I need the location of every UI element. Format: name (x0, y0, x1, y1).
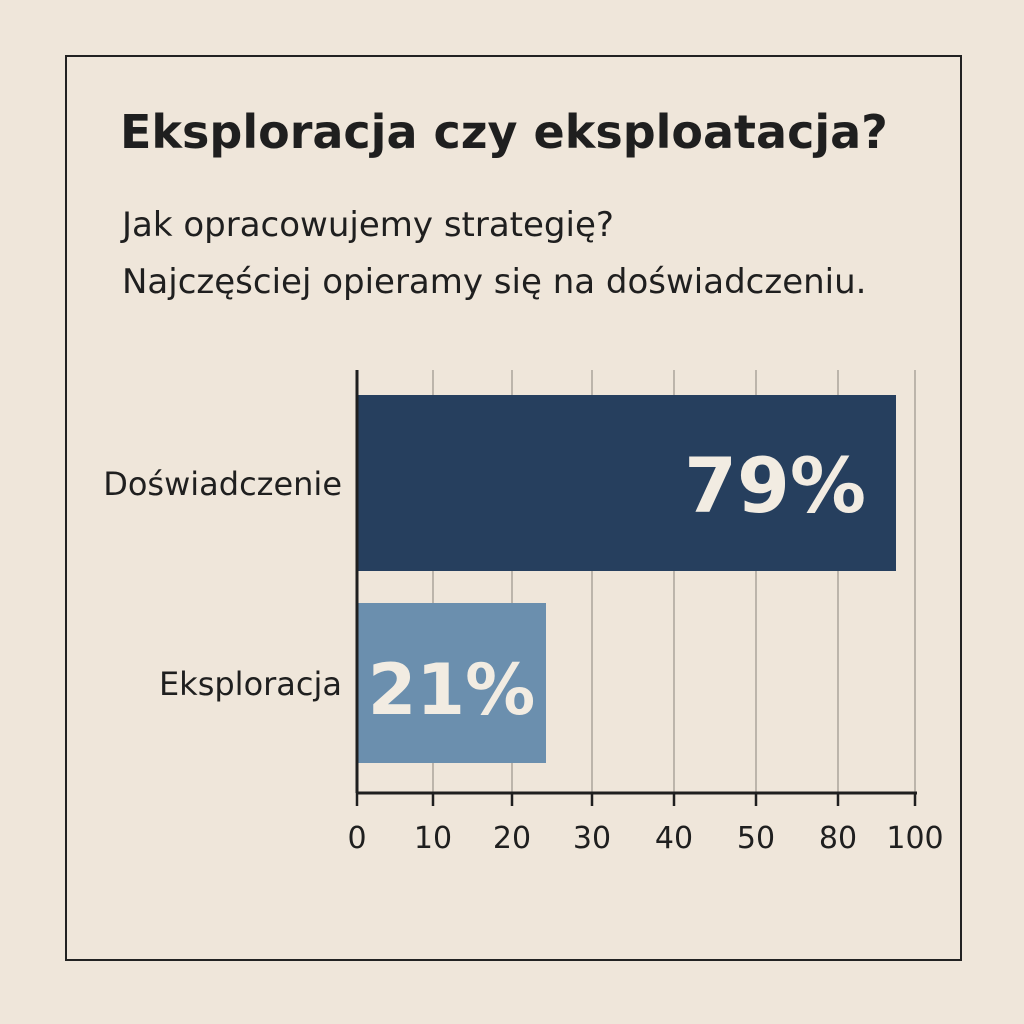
x-tick-label: 20 (493, 821, 531, 856)
x-tick-label: 10 (414, 821, 452, 856)
chart-title: Eksploracja czy eksploatacja? (120, 105, 888, 159)
chart-frame (65, 55, 962, 961)
category-label: Doświadczenie (103, 465, 342, 503)
x-tick-label: 80 (819, 821, 857, 856)
x-tick-label: 50 (737, 821, 775, 856)
x-tick-label: 0 (347, 821, 366, 856)
bar-eksploracja (357, 603, 546, 763)
subtitle-question: Jak opracowujemy strategię? (122, 205, 614, 245)
category-label: Eksploracja (159, 665, 342, 703)
x-tick-label: 40 (655, 821, 693, 856)
bar-doswiadczenie (357, 395, 896, 571)
subtitle-answer: Najczęściej opieramy się na doświadczeni… (122, 262, 867, 302)
data-label: 79% (684, 441, 866, 530)
x-tick-label: 30 (573, 821, 611, 856)
data-label: 21% (368, 649, 536, 731)
x-tick-label: 100 (886, 821, 943, 856)
